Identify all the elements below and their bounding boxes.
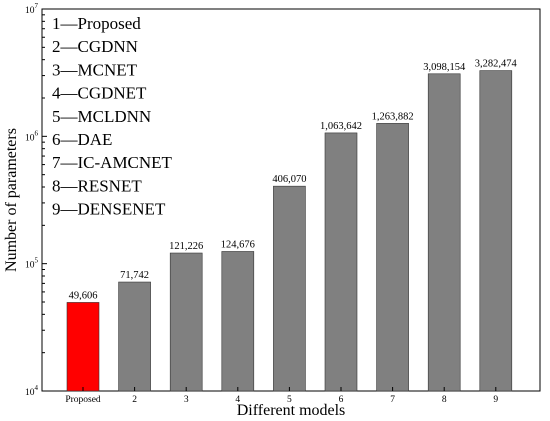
x-axis-title: Different models [237, 402, 346, 419]
x-tick-label: 2 [132, 395, 137, 405]
bar-4 [221, 251, 255, 392]
legend-entry-4: 4—CGDNET [52, 84, 147, 103]
bar-3 [169, 252, 203, 392]
y-tick-label: 105 [25, 257, 39, 271]
legend: 1—Proposed 2—CGDNN 3—MCNET 4—CGDNET 5—MCLDNN… [52, 14, 173, 219]
legend-entry-8: 8—RESNET [52, 176, 142, 195]
bar-value-label-7: 1,263,882 [372, 111, 414, 122]
x-tick-label: 5 [287, 395, 292, 405]
x-tick-label: 6 [339, 395, 344, 405]
bar-1 [66, 302, 100, 392]
y-tick-label: 106 [25, 129, 39, 143]
data-labels-group: 49,606 71,742 121,226 124,676 406,070 1,063,6… [69, 59, 518, 302]
y-axis-title: Number of parameters [3, 128, 20, 272]
x-tick-label: Proposed [65, 395, 101, 405]
y-tick-label: 104 [25, 384, 39, 398]
bar-7 [376, 123, 409, 392]
x-tick-label: 4 [235, 395, 240, 405]
bar-value-label-1: 49,606 [69, 290, 98, 301]
x-axis-ticks: Proposed 2 3 4 5 6 7 8 9 [65, 387, 498, 405]
legend-entry-2: 2—CGDNN [52, 37, 138, 56]
legend-entry-5: 5—MCLDNN [52, 107, 151, 126]
y-tick-exponent: 4 [35, 384, 39, 392]
bar-6 [324, 132, 358, 392]
y-axis-ticks: 104 105 106 107 [25, 2, 47, 398]
legend-entry-6: 6—DAE [52, 130, 112, 149]
bar-8 [427, 73, 461, 392]
bars-group [66, 70, 513, 392]
x-tick-label: 7 [390, 395, 395, 405]
bar-5 [273, 185, 306, 392]
bar-value-label-4: 124,676 [221, 239, 255, 250]
legend-entry-1: 1—Proposed [52, 14, 141, 33]
legend-entry-3: 3—MCNET [52, 60, 138, 79]
y-tick-label: 107 [25, 2, 39, 16]
y-tick-exponent: 6 [35, 129, 39, 137]
bar-value-label-2: 71,742 [120, 270, 149, 281]
bar-value-label-8: 3,098,154 [423, 62, 466, 73]
bar-value-label-6: 1,063,642 [320, 121, 362, 132]
x-tick-label: 9 [493, 395, 498, 405]
x-tick-label: 8 [442, 395, 447, 405]
bar-9 [479, 70, 513, 392]
bar-value-label-5: 406,070 [272, 174, 306, 185]
legend-entry-9: 9—DENSENET [52, 200, 166, 219]
bar-value-label-3: 121,226 [169, 241, 203, 252]
y-tick-exponent: 5 [35, 257, 39, 265]
y-tick-exponent: 7 [35, 2, 39, 10]
x-tick-label: 3 [184, 395, 189, 405]
bar-2 [118, 281, 151, 392]
legend-entry-7: 7—IC-AMCNET [52, 153, 173, 172]
bar-value-label-9: 3,282,474 [475, 59, 518, 70]
